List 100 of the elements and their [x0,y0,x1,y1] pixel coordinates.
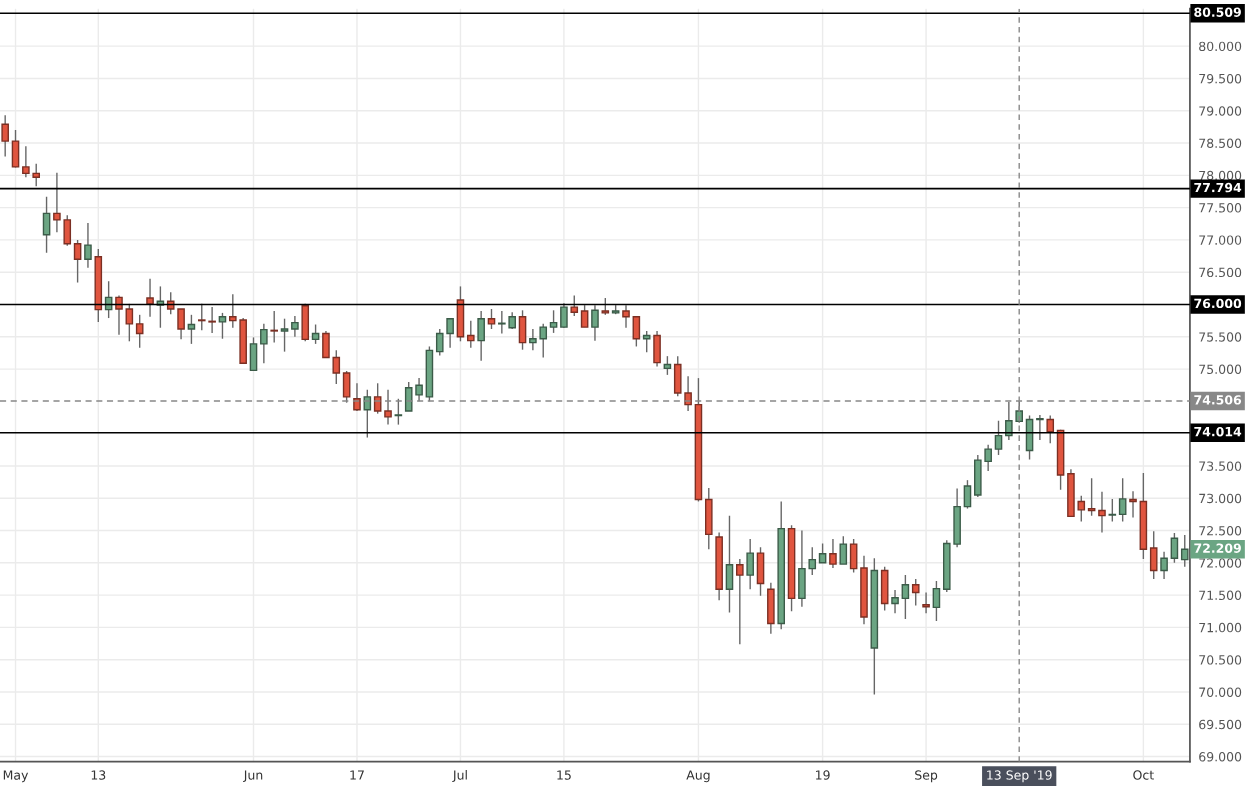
y-tick-label: 79.500 [1199,73,1242,84]
y-tick-label: 78.500 [1199,138,1242,148]
candlestick [146,277,154,318]
candlestick [1036,414,1044,441]
x-tick-label: May [3,770,29,783]
text: 72.209 [1194,543,1241,553]
candlestick [663,355,672,376]
y-tick-label: 80.000 [1199,41,1242,52]
candlestick [549,309,558,334]
candlestick [1170,532,1179,564]
candlestick [580,304,589,328]
candlestick [63,214,72,247]
candlestick [466,319,475,349]
ref-line-label: 77.794 [1194,182,1242,193]
candlestick [435,328,444,357]
candlestick [208,306,216,334]
y-tick-label: 70.000 [1199,687,1242,697]
candlestick [42,195,51,254]
x-tick-label: Jun [243,770,263,783]
candlestick [1077,494,1086,523]
candlestick [1160,551,1168,580]
candlestick [570,294,579,317]
candlestick [218,312,227,340]
y-tick-label: 77.000 [1199,235,1242,245]
y-tick-label: 71.000 [1199,622,1242,633]
candlestick [1098,491,1106,534]
y-tick-label: 78.000 [1199,170,1242,181]
candlestick [963,479,972,510]
candlestick [187,314,196,345]
candlestick [1087,477,1096,517]
candlestick [922,591,930,614]
candlestick [994,420,1003,456]
x-tick-label: Jul [452,770,467,783]
y-tick-label: 75.500 [1199,332,1242,342]
candlestick [984,443,992,472]
candlestick [539,323,548,359]
x-tick-label: 13 Sep '19 [987,770,1052,783]
candlestick [1118,477,1127,523]
candlestick [291,315,299,338]
x-tick-label: 15 [557,770,571,780]
x-tick-label: 13 [91,770,106,780]
candlestick [1129,490,1137,519]
y-tick-label: 69.000 [1199,752,1242,762]
candlestick [1108,498,1117,523]
x-tick-label: 17 [350,770,364,780]
candlestick [384,389,392,426]
candlestick [177,308,185,341]
candlestick [932,580,941,622]
y-tick-label: 70.500 [1199,655,1242,665]
y-tick-label: 75.000 [1199,364,1242,374]
candlestick [529,328,537,352]
candlestick [560,302,568,329]
candlestick [166,291,175,315]
candlestick [808,546,817,576]
y-tick-label: 73.500 [1199,461,1242,471]
candlestick [498,310,506,335]
candlestick [342,370,351,404]
candlestick [829,538,837,569]
candlestick [125,303,134,342]
candlestick [353,382,361,412]
candlestick [280,318,289,353]
candlestick [684,375,692,412]
candlestick [115,294,123,336]
candlestick [22,145,30,178]
ref-line-label: 76.000 [1194,298,1242,309]
candlestick [1046,414,1055,445]
y-tick-label: 72.500 [1199,526,1242,536]
candlestick [622,304,630,329]
candlestick [229,293,237,329]
y-tick-label: 77.500 [1199,203,1242,213]
candlestick [32,163,41,187]
candlestick [322,330,330,359]
candlestick [404,381,413,412]
candlestick [135,314,144,349]
candlestick [311,323,320,345]
x-tick-label: Sep [915,770,938,783]
y-tick-label: 71.500 [1199,590,1242,601]
y-tick-label: 79.000 [1199,106,1242,116]
candlestick [477,310,485,362]
candlestick [394,398,403,426]
candlestick [332,349,341,385]
candlestick [839,535,848,565]
y-tick-label: 76.500 [1199,267,1242,278]
candlestick [736,558,744,645]
ref-line-label: 74.506 [1194,395,1242,405]
candlestick [53,172,61,233]
candlestick [901,574,910,620]
candlestick [73,239,82,284]
y-tick-label: 72.000 [1199,558,1242,568]
candlestick [1005,401,1013,441]
ref-line-label: 80.509 [1194,7,1241,17]
candlestick [891,589,899,614]
candlestick [415,377,423,403]
candlestick [591,304,599,342]
candlestick [818,542,827,564]
ref-line-label: 74.014 [1194,426,1242,437]
y-tick-label: 69.500 [1199,719,1242,730]
candlestick [270,310,279,344]
candlestick [84,222,92,269]
candlestick [746,538,754,590]
